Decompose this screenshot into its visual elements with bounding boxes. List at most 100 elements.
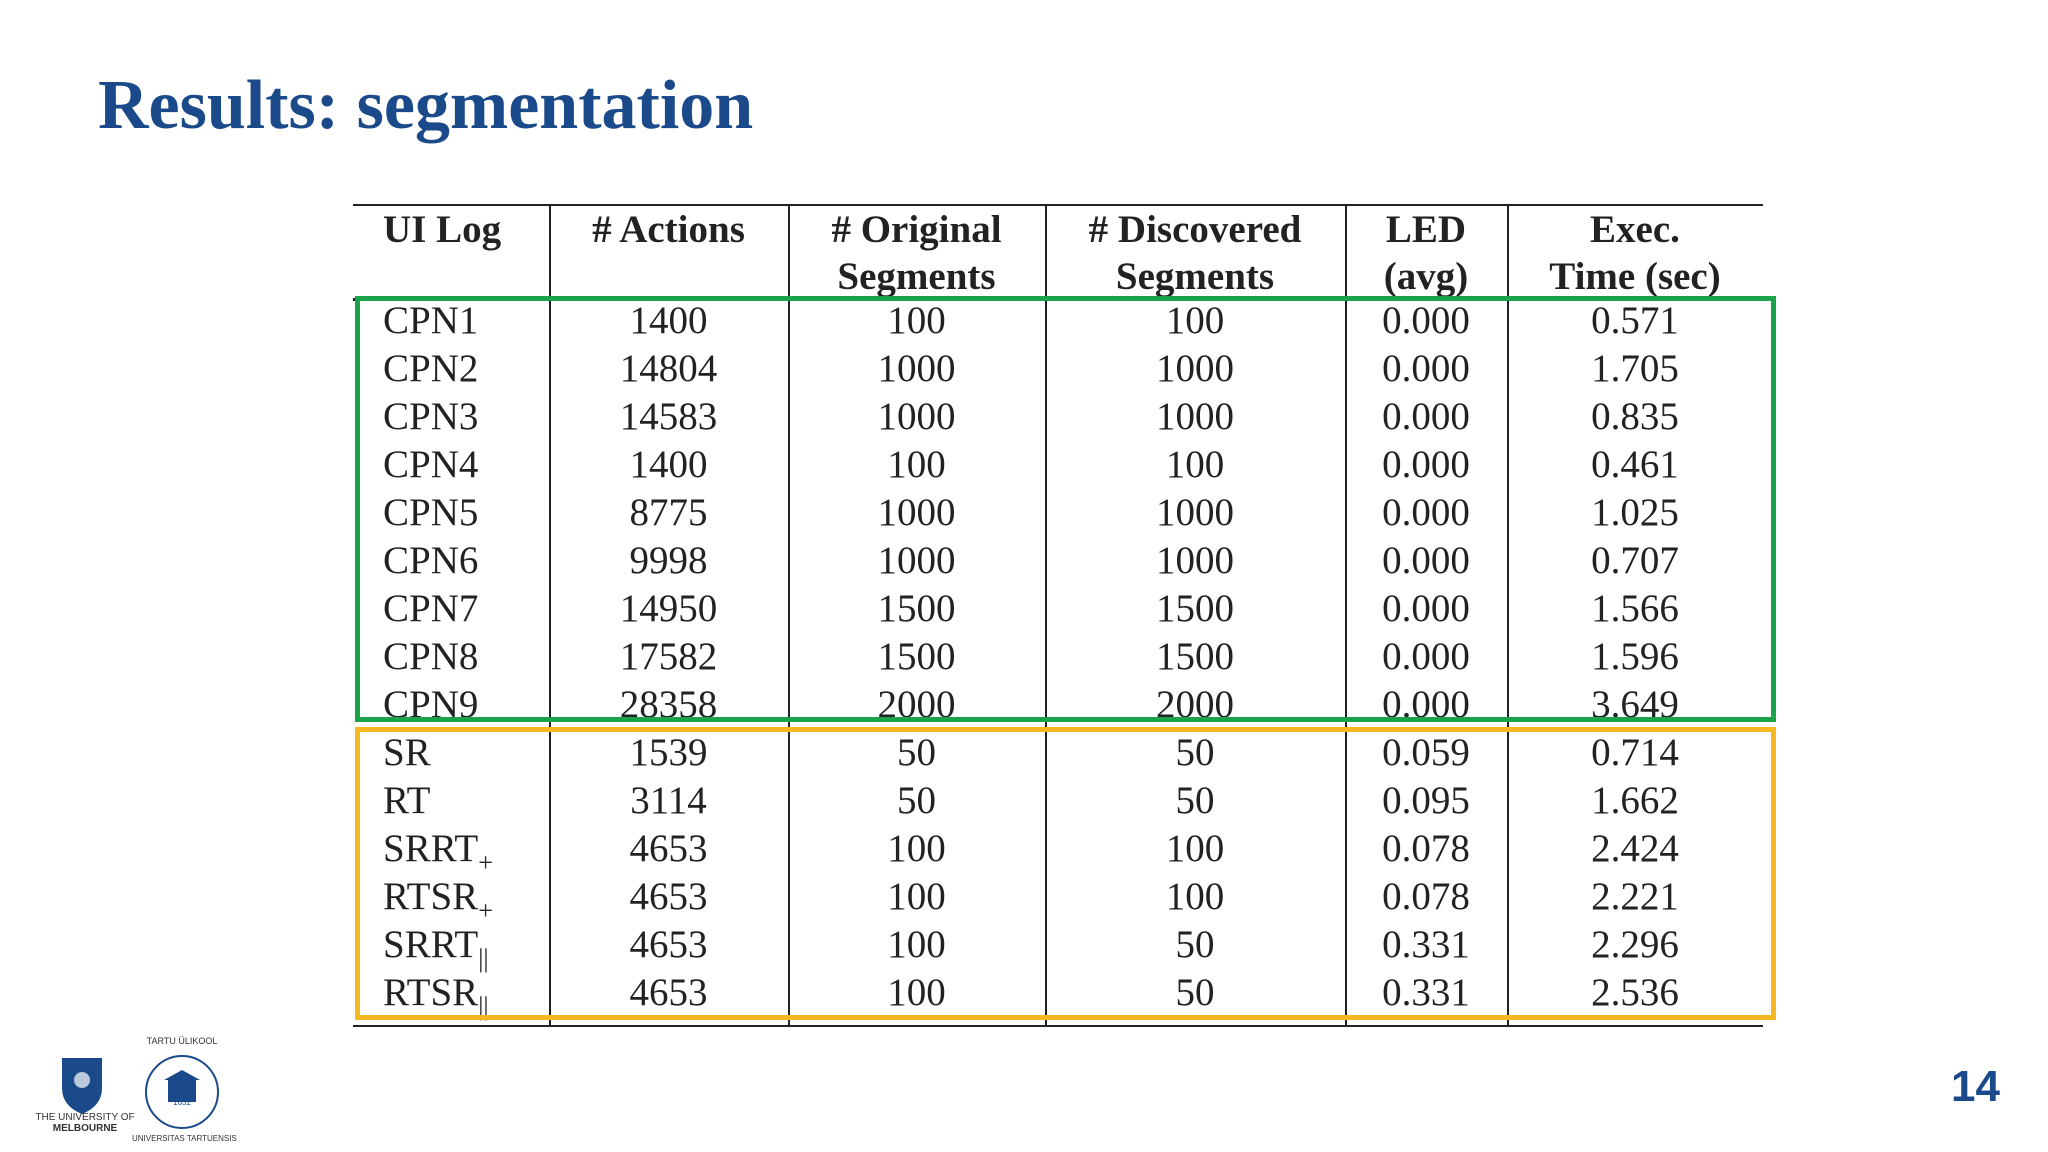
table-cell: 1000 <box>1156 539 1234 582</box>
table-cell: 0.707 <box>1591 539 1679 582</box>
table-cell: 100 <box>887 299 946 342</box>
table-cell: RTSR|| <box>383 969 489 1031</box>
header-line: Segments <box>1115 255 1275 298</box>
table-cell: 14804 <box>619 347 718 390</box>
table-cell: CPN7 <box>383 587 479 630</box>
table-cell: 0.095 <box>1382 779 1470 822</box>
table-cell: 50 <box>1175 779 1215 822</box>
rule <box>353 204 1763 206</box>
table-cell: 1000 <box>877 491 956 534</box>
table-cell: 0.000 <box>1382 491 1470 534</box>
table-cell: RTSR+ <box>383 873 493 935</box>
table-cell: 1400 <box>629 299 708 342</box>
table-cell: 8775 <box>629 491 708 534</box>
table-cell: 4653 <box>629 875 708 918</box>
table-cell: 0.461 <box>1591 443 1679 486</box>
table-cell: 14583 <box>619 395 718 438</box>
cell-text: RTSR <box>383 971 479 1014</box>
table-cell: 1000 <box>1156 347 1234 390</box>
cell-subscript: + <box>478 848 493 877</box>
table-cell: 1539 <box>629 731 708 774</box>
table-cell: 0.000 <box>1382 299 1470 342</box>
cell-text: SRRT <box>383 923 479 966</box>
column-rule <box>549 204 551 1025</box>
table-cell: 0.000 <box>1382 395 1470 438</box>
table-cell: 9998 <box>629 539 708 582</box>
table-cell: 0.059 <box>1382 731 1470 774</box>
table-cell: 1.662 <box>1591 779 1679 822</box>
table-cell: 0.000 <box>1382 539 1470 582</box>
table-cell: 50 <box>1175 971 1215 1014</box>
table-cell: 0.835 <box>1591 395 1679 438</box>
column-rule <box>1345 204 1347 1025</box>
table-cell: CPN6 <box>383 539 479 582</box>
table-cell: CPN2 <box>383 347 479 390</box>
table-cell: 50 <box>1175 731 1215 774</box>
table-cell: SR <box>383 731 431 774</box>
table-cell: 1500 <box>1156 587 1234 630</box>
table-cell: 50 <box>897 731 936 774</box>
table-cell: 0.000 <box>1382 443 1470 486</box>
rule <box>353 1025 1763 1027</box>
table-cell: RT <box>383 779 431 822</box>
table-cell: 1000 <box>1156 491 1234 534</box>
table-cell: 17582 <box>619 635 718 678</box>
column-rule <box>1507 204 1509 1025</box>
column-rule <box>788 204 790 1025</box>
table-cell: 2.424 <box>1591 827 1679 870</box>
table-cell: 0.000 <box>1382 347 1470 390</box>
table-cell: SRRT|| <box>383 921 489 983</box>
slide-title: Results: segmentation <box>98 67 754 144</box>
table-cell: 0.078 <box>1382 827 1470 870</box>
header-line: # Original <box>831 208 1002 251</box>
header-line: (avg) <box>1383 255 1469 298</box>
table-cell: 100 <box>1165 299 1225 342</box>
table-cell: 1400 <box>629 443 708 486</box>
table-cell: 100 <box>1165 443 1225 486</box>
tartu-text: TARTU ÜLIKOOL <box>142 1036 222 1046</box>
melbourne-line: THE UNIVERSITY OF <box>35 1112 135 1123</box>
table-cell: 0.714 <box>1591 731 1679 774</box>
melbourne-line: MELBOURNE <box>52 1123 118 1134</box>
table-cell: 50 <box>897 779 936 822</box>
table-cell: 1500 <box>877 587 956 630</box>
table-cell: SRRT+ <box>383 825 493 887</box>
table-cell: CPN5 <box>383 491 479 534</box>
table-cell: 1500 <box>1156 635 1234 678</box>
highlight-box <box>355 296 1776 722</box>
header-line: UI Log <box>383 208 502 251</box>
table-cell: 1000 <box>1156 395 1234 438</box>
column-rule <box>1045 204 1047 1025</box>
table-cell: 100 <box>1165 875 1225 918</box>
table-cell: 0.078 <box>1382 875 1470 918</box>
table-cell: 2.221 <box>1591 875 1679 918</box>
cell-text: RTSR <box>383 875 479 918</box>
table-cell: 100 <box>887 923 946 966</box>
header-cell: LED (avg) <box>1345 206 1507 300</box>
table-cell: 2.536 <box>1591 971 1679 1014</box>
melbourne-name: THE UNIVERSITY OF MELBOURNE <box>30 1112 140 1134</box>
table-cell: 1500 <box>877 635 956 678</box>
header-cell: # Original Segments <box>788 206 1045 300</box>
table-cell: 100 <box>887 827 946 870</box>
table-cell: 100 <box>1165 827 1225 870</box>
header-line: # Discovered <box>1088 208 1302 251</box>
table-cell: 0.571 <box>1591 299 1679 342</box>
header-cell: UI Log <box>353 206 549 253</box>
table-cell: 1000 <box>877 539 956 582</box>
cell-subscript: || <box>478 944 489 973</box>
table-cell: 0.000 <box>1382 635 1470 678</box>
cell-subscript: + <box>478 896 493 925</box>
table-cell: 14950 <box>619 587 718 630</box>
tartu-year: 1632 <box>173 1098 191 1107</box>
table-cell: 3114 <box>630 779 707 822</box>
table-cell: 0.000 <box>1382 587 1470 630</box>
table-cell: 2.296 <box>1591 923 1679 966</box>
table-cell: 4653 <box>629 827 708 870</box>
table-cell: 1.705 <box>1591 347 1679 390</box>
table-cell: CPN1 <box>383 299 479 342</box>
header-line: Exec. <box>1590 208 1680 251</box>
cell-text: SRRT <box>383 827 479 870</box>
melbourne-logo <box>62 1058 102 1114</box>
table-cell: 1.596 <box>1591 635 1679 678</box>
